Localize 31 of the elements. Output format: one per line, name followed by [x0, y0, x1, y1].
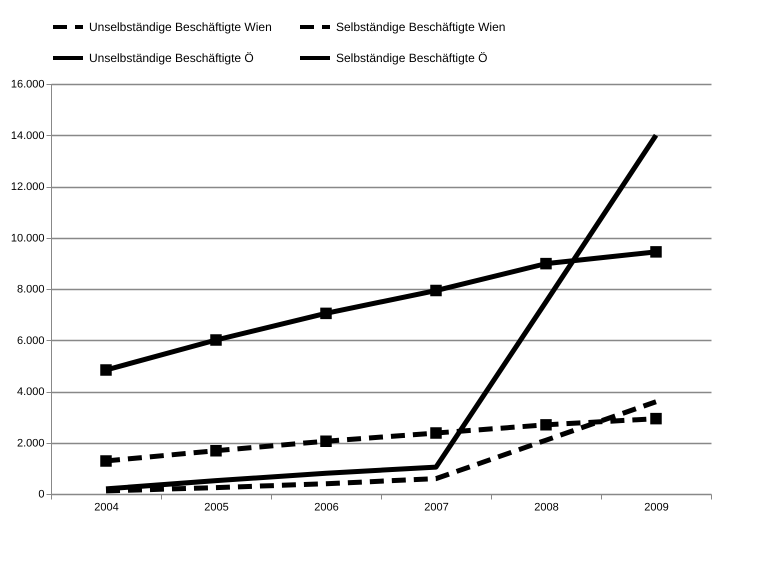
point — [650, 412, 662, 424]
point — [100, 364, 112, 376]
y-tick-label: 6.000 — [16, 334, 44, 347]
point — [430, 427, 442, 439]
legend-label: Selbständige Beschäftigte Wien — [336, 20, 506, 34]
point — [100, 455, 112, 467]
point — [320, 308, 332, 320]
legend-label: Selbständige Beschäftigte Ö — [336, 51, 488, 65]
legend-label: Unselbständige Beschäftigte Ö — [89, 51, 254, 65]
point — [650, 246, 662, 258]
y-tick-label: 16.000 — [10, 78, 44, 90]
y-tick-label: 12.000 — [10, 181, 44, 193]
y-tick-label: 2.000 — [16, 437, 44, 450]
point — [210, 444, 222, 456]
y-tick-label: 14.000 — [10, 130, 44, 142]
y-tick-label: 4.000 — [16, 386, 44, 398]
point — [540, 419, 552, 431]
x-tick-label: 2007 — [424, 502, 449, 514]
point — [430, 284, 442, 296]
y-tick-label: 10.000 — [10, 232, 44, 244]
point — [540, 258, 552, 270]
x-tick-label: 2004 — [94, 502, 119, 514]
x-tick-label: 2008 — [534, 502, 559, 514]
x-tick-label: 2005 — [204, 502, 229, 514]
legend-label: Unselbständige Beschäftigte Wien — [89, 20, 272, 34]
x-tick-label: 2009 — [644, 502, 669, 514]
point — [320, 435, 332, 447]
y-tick-label: 8.000 — [16, 284, 44, 296]
y-tick-label: 0 — [38, 488, 44, 500]
point — [210, 334, 222, 346]
x-tick-label: 2006 — [314, 502, 339, 514]
